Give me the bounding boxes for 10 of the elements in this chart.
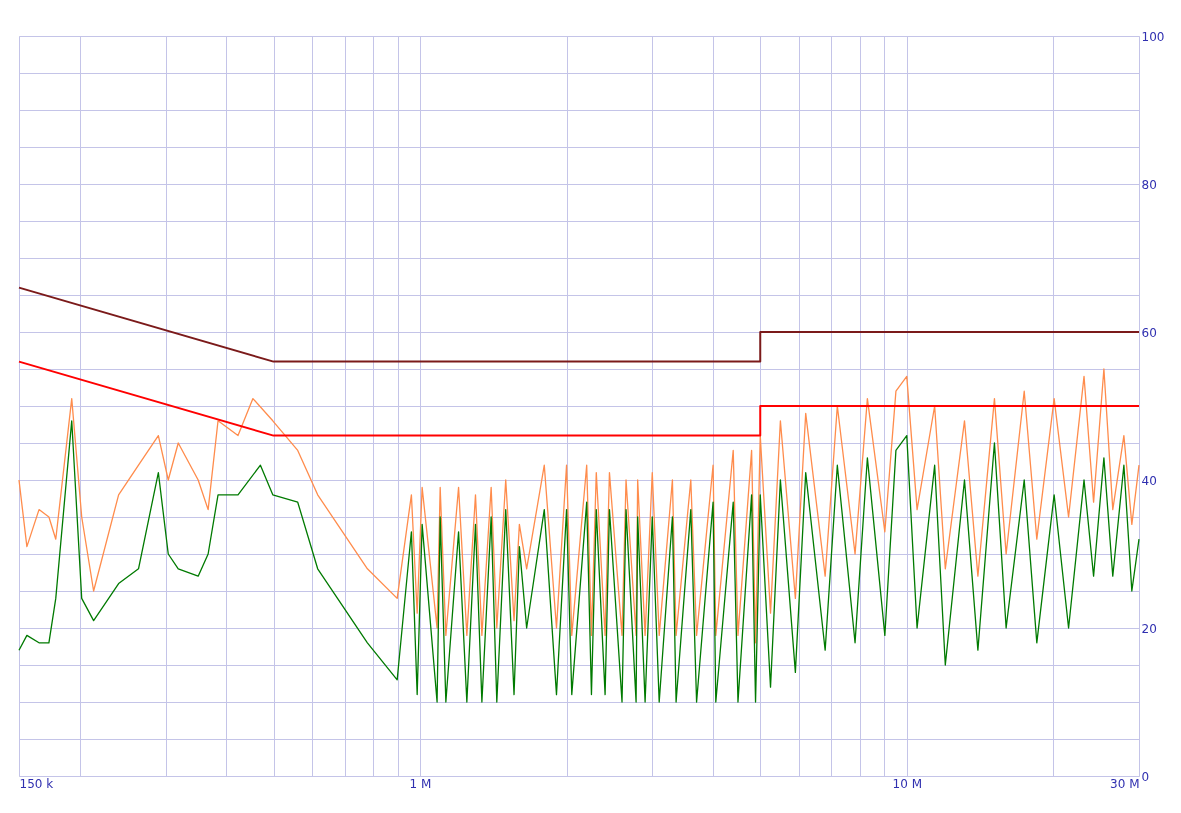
y-tick-label: 0: [1141, 769, 1150, 784]
y-tick-label: 80: [1141, 177, 1157, 192]
x-tick-label: 1 M: [409, 776, 432, 791]
x-tick-label: 30 M: [1110, 776, 1140, 791]
y-tick-label: 20: [1141, 621, 1157, 636]
y-tick-label: 40: [1141, 473, 1157, 488]
y-tick-label: 100: [1141, 29, 1165, 44]
y-tick-label: 60: [1141, 325, 1157, 340]
x-tick-label: 150 k: [19, 776, 54, 791]
x-tick-label: 10 M: [892, 776, 922, 791]
